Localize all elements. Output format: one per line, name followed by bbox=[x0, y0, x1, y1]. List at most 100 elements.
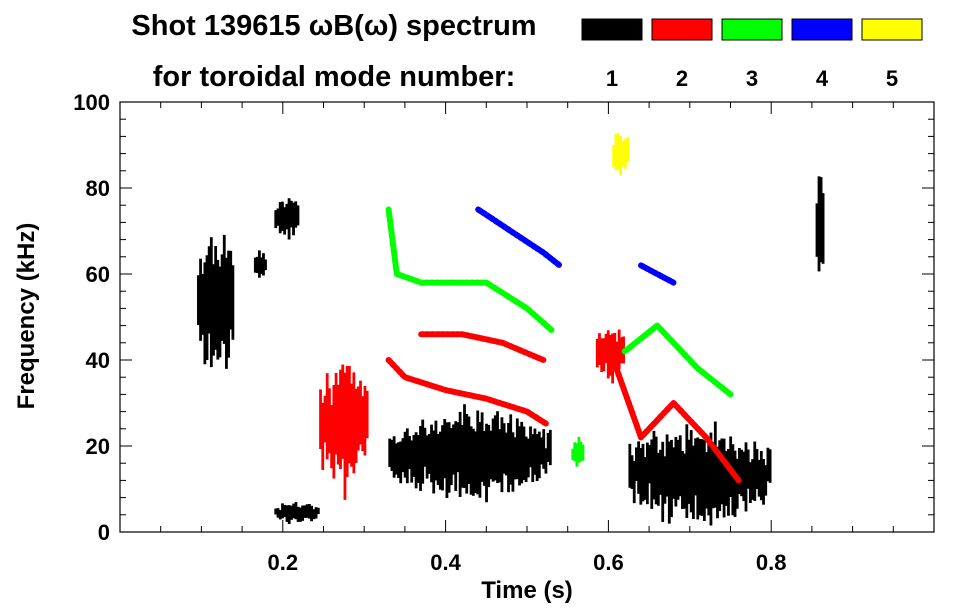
x-tick-label: 0.8 bbox=[756, 550, 787, 575]
spectral-streak bbox=[542, 429, 546, 469]
spectral-streak bbox=[285, 203, 289, 230]
spectral-streak bbox=[348, 366, 351, 464]
spectral-streak bbox=[408, 436, 411, 470]
y-tick-label: 80 bbox=[86, 176, 110, 201]
spectral-streak bbox=[698, 438, 702, 516]
spectral-streak bbox=[392, 436, 396, 478]
spectral-streak bbox=[296, 205, 300, 226]
spectral-streak bbox=[487, 424, 491, 488]
legend: 1 2 3 4 5 bbox=[581, 18, 923, 91]
spectral-streak bbox=[496, 411, 499, 484]
spectrum-data bbox=[197, 133, 825, 526]
spectral-streak bbox=[452, 424, 455, 475]
spectral-streak bbox=[460, 424, 464, 488]
spectral-streak bbox=[614, 133, 618, 171]
spectral-streak bbox=[323, 395, 327, 443]
spectral-streak bbox=[595, 338, 599, 368]
spectral-streak bbox=[744, 442, 748, 512]
spectral-streak bbox=[397, 442, 400, 478]
spectral-streak bbox=[676, 439, 680, 500]
spectral-streak bbox=[480, 412, 484, 482]
spectral-streak bbox=[513, 437, 517, 480]
spectral-streak bbox=[819, 177, 823, 263]
spectral-streak bbox=[476, 410, 480, 495]
spectral-streak bbox=[390, 439, 394, 471]
spectral-streak bbox=[716, 446, 719, 519]
spectral-streak bbox=[507, 422, 510, 493]
feature-mode-3-13 bbox=[621, 322, 734, 398]
spectral-streak bbox=[447, 422, 451, 493]
legend-swatch-mode-3 bbox=[721, 18, 783, 41]
spectral-streak bbox=[571, 448, 575, 460]
spectral-streak bbox=[687, 439, 691, 504]
spectral-streak bbox=[740, 449, 744, 497]
spectral-streak bbox=[502, 423, 506, 474]
spectral-streak bbox=[498, 429, 502, 483]
spectral-streak bbox=[722, 438, 726, 518]
feature-mode-2-11 bbox=[613, 365, 742, 484]
spectral-streak bbox=[278, 510, 282, 520]
spectral-streak bbox=[425, 435, 429, 479]
spectral-streak bbox=[727, 449, 730, 516]
spectral-streak bbox=[602, 338, 606, 372]
spectral-streak bbox=[617, 329, 621, 370]
spectral-streak bbox=[281, 503, 284, 519]
spectral-streak bbox=[616, 133, 620, 169]
spectral-streak bbox=[253, 257, 257, 273]
spectral-streak bbox=[345, 365, 349, 477]
spectral-streak bbox=[283, 207, 287, 235]
feature-mode-1-3 bbox=[274, 198, 300, 240]
spectral-streak bbox=[321, 402, 325, 470]
legend-label-mode-1: 1 bbox=[606, 66, 618, 91]
x-axis-label: Time (s) bbox=[481, 577, 573, 604]
feature-mode-4-15 bbox=[475, 206, 563, 269]
spectral-streak bbox=[255, 256, 259, 274]
feature-mode-1-4 bbox=[388, 404, 552, 503]
legend-swatch-mode-2 bbox=[651, 18, 713, 41]
spectral-streak bbox=[432, 430, 436, 494]
mode-frequency-trace bbox=[621, 322, 734, 398]
spectral-streak bbox=[746, 449, 750, 489]
spectral-streak bbox=[637, 441, 641, 494]
spectral-streak bbox=[222, 234, 226, 344]
spectral-streak bbox=[359, 380, 362, 445]
y-tick-label: 100 bbox=[73, 90, 110, 115]
spectral-streak bbox=[388, 438, 392, 467]
spectral-streak bbox=[635, 447, 638, 481]
spectral-streak bbox=[212, 264, 215, 356]
spectral-streak bbox=[681, 450, 684, 509]
spectral-streak bbox=[685, 424, 689, 518]
spectral-streak bbox=[604, 333, 608, 364]
spectral-streak bbox=[287, 505, 291, 524]
spectral-streak bbox=[630, 455, 634, 489]
spectral-streak bbox=[613, 332, 617, 369]
spectral-streak bbox=[753, 441, 757, 501]
spectral-streak bbox=[445, 422, 449, 499]
spectral-streak bbox=[515, 418, 519, 480]
spectral-streak bbox=[274, 210, 278, 229]
mode-frequency-trace bbox=[475, 206, 563, 269]
spectral-streak bbox=[548, 429, 552, 466]
spectral-streak bbox=[748, 462, 752, 504]
legend-label-mode-2: 2 bbox=[676, 66, 688, 91]
spectral-streak bbox=[352, 372, 356, 474]
feature-mode-1-2 bbox=[274, 502, 320, 524]
spectral-streak bbox=[289, 200, 293, 228]
spectral-streak bbox=[764, 465, 768, 496]
y-tick-label: 0 bbox=[98, 520, 110, 545]
spectral-streak bbox=[294, 502, 298, 520]
spectral-streak bbox=[303, 505, 307, 518]
spectral-streak bbox=[218, 266, 222, 358]
y-tick-label: 60 bbox=[86, 262, 110, 287]
spectral-streak bbox=[755, 449, 759, 490]
spectral-streak bbox=[724, 451, 728, 506]
spectral-streak bbox=[598, 333, 601, 365]
spectral-streak bbox=[652, 430, 656, 500]
mode-frequency-trace bbox=[638, 262, 677, 286]
spectral-streak bbox=[229, 250, 233, 330]
spectral-streak bbox=[612, 144, 616, 167]
spectral-streak bbox=[537, 431, 541, 479]
spectral-streak bbox=[639, 447, 643, 505]
spectral-streak bbox=[641, 443, 645, 502]
legend-swatch-mode-1 bbox=[581, 18, 643, 41]
